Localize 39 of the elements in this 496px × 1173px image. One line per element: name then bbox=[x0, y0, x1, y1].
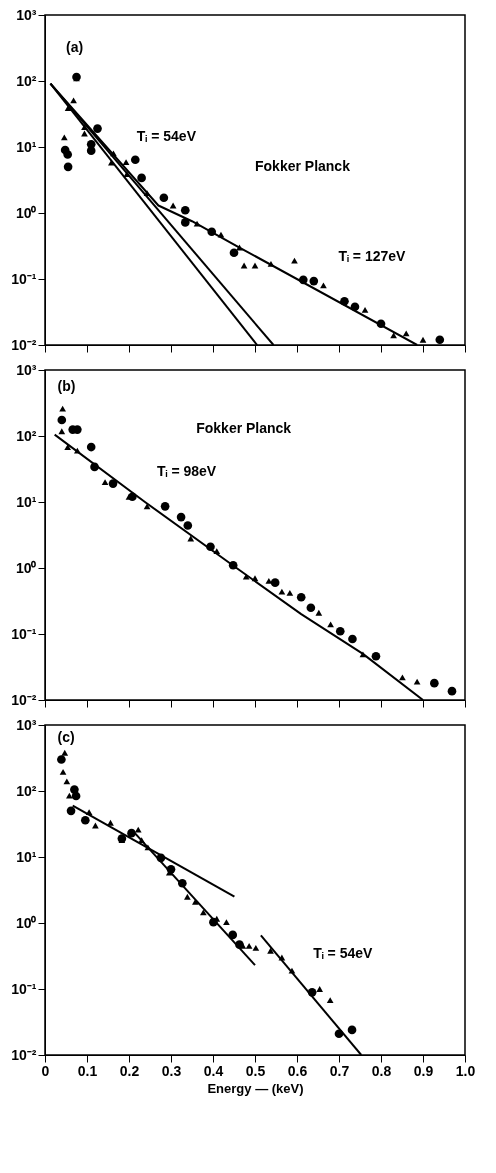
y-tick-label: 10² bbox=[16, 782, 37, 799]
x-tick-label: 0.2 bbox=[119, 1062, 140, 1079]
y-tick-label: 10⁻¹ bbox=[11, 625, 37, 642]
y-tick-label: 10³ bbox=[16, 6, 37, 23]
y-tick-label: 10⁰ bbox=[15, 559, 37, 576]
x-axis-title: Energy — (keV) bbox=[207, 1080, 304, 1096]
y-tick-label: 10¹ bbox=[16, 848, 37, 865]
y-tick-label: 10² bbox=[16, 72, 37, 89]
y-tick-label: 10⁻² bbox=[11, 1046, 37, 1063]
x-tick-label: 0 bbox=[41, 1062, 50, 1079]
x-tick-label: 0.4 bbox=[203, 1062, 224, 1079]
y-tick-label: 10⁻² bbox=[11, 336, 37, 353]
y-tick-label: 10⁰ bbox=[15, 204, 37, 221]
x-tick-label: 0.1 bbox=[77, 1062, 98, 1079]
x-tick-label: 0.9 bbox=[413, 1062, 434, 1079]
x-tick-label: 0.3 bbox=[161, 1062, 182, 1079]
annotation: (b) bbox=[57, 377, 76, 394]
y-tick-label: 10⁻¹ bbox=[11, 980, 37, 997]
y-tick-label: 10⁰ bbox=[15, 914, 37, 931]
x-tick-label: 1.0 bbox=[455, 1062, 476, 1079]
annotation: Fokker Planck bbox=[255, 157, 351, 174]
y-tick-label: 10¹ bbox=[16, 493, 37, 510]
x-tick-label: 0.6 bbox=[287, 1062, 308, 1079]
y-tick-label: 10³ bbox=[16, 361, 37, 378]
annotation: (a) bbox=[66, 39, 84, 55]
y-tick-label: 10⁻² bbox=[11, 691, 37, 708]
x-tick-label: 0.5 bbox=[245, 1062, 266, 1079]
x-tick-label: 0.8 bbox=[371, 1062, 392, 1079]
annotation: Tᵢ = 54eV bbox=[136, 127, 197, 144]
annotation: (c) bbox=[57, 729, 75, 746]
y-tick-label: 10² bbox=[16, 427, 37, 444]
y-tick-label: 10⁻¹ bbox=[11, 270, 37, 287]
annotation: Tᵢ = 98eV bbox=[156, 463, 217, 479]
y-tick-label: 10³ bbox=[16, 716, 37, 733]
x-tick-label: 0.7 bbox=[329, 1062, 350, 1079]
annotation: Tᵢ = 54eV bbox=[313, 944, 374, 961]
y-tick-label: 10¹ bbox=[16, 138, 37, 155]
annotation: Fokker Planck bbox=[196, 420, 292, 437]
annotation: Tᵢ = 127eV bbox=[338, 248, 407, 265]
